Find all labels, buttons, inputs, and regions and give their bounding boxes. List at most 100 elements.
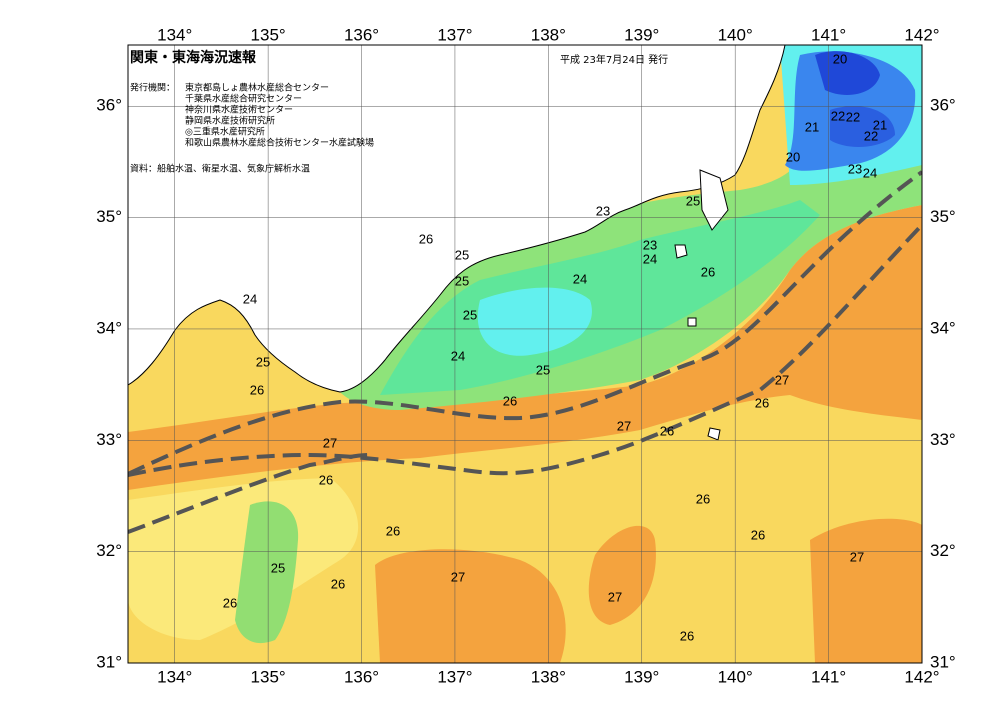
contour-label: 25 [463,307,477,322]
cold-core [815,51,880,95]
contour-label: 24 [451,348,465,363]
contour-label: 25 [455,247,469,262]
title: 関東・東海海況速報 [130,49,257,66]
contour-label: 26 [755,395,769,410]
issuer: 静岡県水産技術研究所 [185,115,275,127]
lon-tick-label: 137° [437,25,472,44]
island [674,244,721,441]
contour-label: 27 [617,418,631,433]
contour-label: 24 [863,165,877,180]
lon-tick-label: 134° [157,667,192,686]
contour-label: 26 [319,472,333,487]
contour-label: 26 [503,393,517,408]
lat-tick-label: 33° [96,430,122,449]
contour-label: 27 [775,372,789,387]
kuroshio-axis [128,223,922,477]
contour-label: 26 [660,423,674,438]
lon-tick-label: 139° [624,667,659,686]
contour-label: 26 [250,382,264,397]
lon-tick-label: 140° [718,25,753,44]
contour-label: 26 [419,231,433,246]
warm-band [128,205,922,490]
issuer-label: 発行機関： [130,82,175,94]
lon-tick-label: 141° [811,25,846,44]
contour-label: 23 [848,161,862,176]
warm-patch [588,525,656,625]
coastal-green [380,200,820,395]
lon-tick-label: 135° [251,25,286,44]
contour-label: 24 [643,251,657,266]
issuer: 和歌山県農林水産総合技術センター水産試験場 [185,137,374,149]
lat-tick-label: 31° [930,652,956,671]
warm-patch [810,518,922,663]
kuroshio-axis [128,170,922,476]
lon-tick-label: 140° [718,667,753,686]
contour-label: 22 [846,109,860,124]
lon-tick-label: 135° [251,667,286,686]
issue-date: 平成 23年7月24日 発行 [560,53,668,66]
contour-label: 26 [680,628,694,643]
lat-tick-label: 33° [930,430,956,449]
lon-tick-label: 137° [437,667,472,686]
lon-tick-label: 142° [904,25,939,44]
lat-tick-label: 32° [96,541,122,560]
warm-patch [375,549,566,663]
data-source: 資料：船舶水温、衛星水温、気象庁解析水温 [130,163,310,175]
cold-core [830,106,895,147]
contour-label: 20 [786,149,800,164]
lon-tick-label: 141° [811,667,846,686]
lat-tick-label: 36° [930,96,956,115]
contour-label: 22 [864,128,878,143]
contour-label: 23 [596,203,610,218]
issuer: 千葉県水産総合研究センター [185,93,302,105]
contour-label: 26 [331,576,345,591]
contour-label: 20 [833,51,847,66]
contour-label: 25 [256,354,270,369]
contour-label: 26 [751,527,765,542]
contour-label: 25 [536,362,550,377]
lon-tick-label: 142° [904,667,939,686]
contour-label: 26 [696,491,710,506]
contour-label: 25 [455,273,469,288]
issuer: ◎三重県水産研究所 [185,126,265,138]
lat-tick-label: 32° [930,541,956,560]
cold-water [477,287,592,356]
contour-label: 27 [608,589,622,604]
issuer-list: 東京都島しょ農林水産総合センター千葉県水産総合研究センター神奈川県水産技術センタ… [185,82,374,149]
contour-label: 23 [643,237,657,252]
issuer: 神奈川県水産技術センター [185,104,293,116]
kuroshio-axis [128,453,371,534]
contour-label: 22 [831,108,845,123]
land [128,45,786,393]
contour-label: 25 [271,560,285,575]
land [699,169,729,231]
contour-label: 24 [243,291,257,306]
lon-tick-label: 138° [531,25,566,44]
lon-tick-label: 134° [157,25,192,44]
contour-label: 24 [573,271,587,286]
lat-tick-label: 31° [96,652,122,671]
contour-label: 27 [323,435,337,450]
sea-surface [128,45,922,663]
contour-label: 21 [805,119,819,134]
lon-tick-label: 136° [344,25,379,44]
lon-tick-label: 136° [344,667,379,686]
lon-tick-label: 138° [531,667,566,686]
contour-label: 21 [873,117,887,132]
cool-patch [235,501,299,644]
lat-tick-label: 34° [930,318,956,337]
contour-label: 27 [850,549,864,564]
contour-label: 27 [451,569,465,584]
map-frame [127,44,923,664]
issuer: 東京都島しょ農林水産総合センター [185,82,329,94]
contour-label: 26 [223,595,237,610]
contour-label: 26 [386,523,400,538]
lon-tick-label: 139° [624,25,659,44]
contour-label: 26 [701,264,715,279]
lat-tick-label: 34° [96,318,122,337]
contour-label: 25 [686,193,700,208]
lat-tick-label: 35° [96,207,122,226]
lat-tick-label: 36° [96,96,122,115]
